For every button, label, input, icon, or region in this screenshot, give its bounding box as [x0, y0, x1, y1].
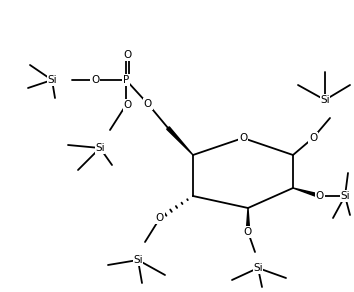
Text: Si: Si — [47, 75, 57, 85]
Text: Si: Si — [340, 191, 350, 201]
Text: O: O — [144, 99, 152, 109]
Text: O: O — [124, 100, 132, 110]
Text: O: O — [156, 213, 164, 223]
Text: O: O — [91, 75, 99, 85]
Text: Si: Si — [320, 95, 330, 105]
Text: O: O — [309, 133, 317, 143]
Text: O: O — [124, 50, 132, 60]
Text: Si: Si — [95, 143, 105, 153]
Text: O: O — [239, 133, 247, 143]
Text: O: O — [244, 227, 252, 237]
Polygon shape — [293, 188, 320, 198]
Polygon shape — [167, 127, 193, 155]
Text: O: O — [316, 191, 324, 201]
Text: Si: Si — [253, 263, 263, 273]
Polygon shape — [246, 208, 250, 232]
Text: P: P — [123, 75, 129, 85]
Text: Si: Si — [133, 255, 143, 265]
